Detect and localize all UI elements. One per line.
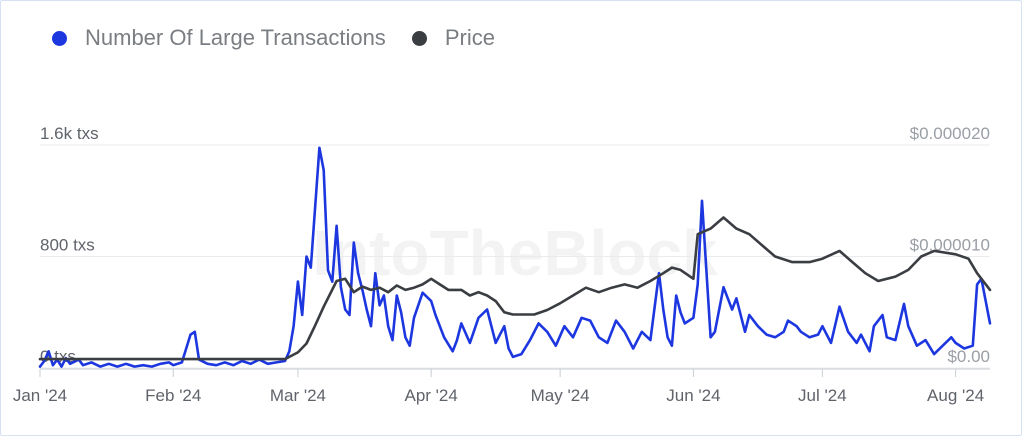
legend-label-price: Price [444,25,495,50]
legend-label-large-transactions: Number Of Large Transactions [85,25,386,50]
x-axis-tick-label: Mar '24 [270,386,326,405]
legend-item-price[interactable]: Price [411,25,495,51]
x-axis-tick-label: Apr '24 [405,386,458,405]
x-axis-tick-label: Jun '24 [666,386,720,405]
chart-legend: Number Of Large Transactions Price [52,25,521,51]
x-axis-tick-label: Aug '24 [927,386,984,405]
x-axis-tick-label: Jul '24 [798,386,847,405]
right-axis-tick-label: $0.000010 [910,236,990,255]
series-line-price [38,216,992,361]
right-axis-tick-label: $0.00 [947,347,990,366]
x-axis-tick-label: May '24 [531,386,590,405]
watermark-text: IntoTheBlock [312,217,718,289]
left-axis-tick-label: 800 txs [40,236,95,255]
legend-dot-price [411,30,427,46]
left-axis-tick-label: 1.6k txs [40,124,99,143]
x-axis-tick-label: Feb '24 [145,386,201,405]
legend-dot-large-transactions [52,30,67,46]
right-axis-tick-label: $0.000020 [910,124,990,143]
legend-item-large-transactions[interactable]: Number Of Large Transactions [52,25,386,51]
x-axis-tick-label: Jan '24 [13,386,67,405]
